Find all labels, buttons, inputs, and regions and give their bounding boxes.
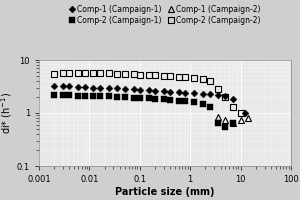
Comp-1 (Campaign-1) bbox=[147, 89, 151, 91]
Comp-2 (Campaign-1) bbox=[208, 106, 212, 108]
Comp-2 (Campaign-2) bbox=[123, 73, 126, 75]
Comp-2 (Campaign-2) bbox=[162, 75, 166, 77]
Comp-2 (Campaign-2) bbox=[83, 72, 86, 74]
Comp-2 (Campaign-2) bbox=[61, 71, 65, 74]
Comp-2 (Campaign-2) bbox=[115, 73, 119, 75]
Line: Comp-2 (Campaign-1): Comp-2 (Campaign-1) bbox=[51, 92, 236, 130]
Comp-2 (Campaign-1) bbox=[115, 96, 119, 98]
Comp-2 (Campaign-1) bbox=[123, 96, 126, 98]
Comp-2 (Campaign-1) bbox=[168, 99, 172, 101]
Comp-2 (Campaign-1) bbox=[132, 96, 135, 99]
Comp-2 (Campaign-1) bbox=[177, 100, 181, 102]
Line: Comp-1 (Campaign-2): Comp-1 (Campaign-2) bbox=[215, 114, 251, 126]
Comp-1 (Campaign-1) bbox=[192, 92, 196, 95]
Comp-1 (Campaign-2) bbox=[216, 116, 219, 118]
Comp-2 (Campaign-2) bbox=[147, 74, 151, 76]
Comp-2 (Campaign-1) bbox=[153, 98, 157, 100]
Comp-2 (Campaign-2) bbox=[52, 73, 56, 75]
Comp-2 (Campaign-1) bbox=[147, 97, 151, 99]
Comp-1 (Campaign-1) bbox=[138, 89, 142, 91]
Comp-2 (Campaign-2) bbox=[108, 72, 111, 75]
Comp-2 (Campaign-1) bbox=[61, 94, 65, 96]
Comp-1 (Campaign-1) bbox=[153, 89, 157, 92]
Comp-2 (Campaign-2) bbox=[216, 88, 219, 91]
Comp-1 (Campaign-2) bbox=[231, 122, 235, 124]
Comp-2 (Campaign-1) bbox=[138, 96, 142, 99]
Comp-2 (Campaign-2) bbox=[138, 73, 142, 76]
Comp-2 (Campaign-2) bbox=[153, 74, 157, 77]
Comp-2 (Campaign-1) bbox=[83, 95, 86, 97]
Comp-1 (Campaign-1) bbox=[243, 112, 246, 114]
Comp-1 (Campaign-1) bbox=[231, 98, 235, 101]
Comp-2 (Campaign-2) bbox=[132, 73, 135, 75]
Comp-2 (Campaign-2) bbox=[92, 72, 95, 74]
Comp-1 (Campaign-1) bbox=[98, 87, 101, 89]
Comp-1 (Campaign-1) bbox=[108, 87, 111, 90]
Y-axis label: di* (h$^{-1}$): di* (h$^{-1}$) bbox=[0, 92, 14, 134]
Line: Comp-2 (Campaign-2): Comp-2 (Campaign-2) bbox=[51, 70, 243, 116]
Comp-2 (Campaign-2) bbox=[231, 106, 235, 108]
Comp-1 (Campaign-1) bbox=[208, 93, 212, 95]
Comp-1 (Campaign-2) bbox=[246, 117, 250, 119]
Comp-2 (Campaign-2) bbox=[76, 72, 80, 74]
Comp-2 (Campaign-1) bbox=[192, 101, 196, 103]
Comp-1 (Campaign-1) bbox=[68, 85, 71, 87]
Comp-2 (Campaign-1) bbox=[184, 100, 187, 103]
Comp-1 (Campaign-2) bbox=[224, 118, 227, 121]
Comp-1 (Campaign-1) bbox=[132, 88, 135, 91]
Comp-1 (Campaign-1) bbox=[61, 84, 65, 87]
Comp-2 (Campaign-1) bbox=[76, 95, 80, 97]
X-axis label: Particle size (mm): Particle size (mm) bbox=[115, 187, 215, 197]
Comp-2 (Campaign-1) bbox=[52, 94, 56, 97]
Comp-1 (Campaign-1) bbox=[92, 87, 95, 89]
Line: Comp-1 (Campaign-1): Comp-1 (Campaign-1) bbox=[52, 83, 247, 115]
Comp-2 (Campaign-1) bbox=[68, 94, 71, 96]
Comp-2 (Campaign-2) bbox=[184, 76, 187, 79]
Comp-1 (Campaign-1) bbox=[162, 90, 166, 92]
Comp-2 (Campaign-1) bbox=[201, 102, 205, 105]
Legend: Comp-1 (Campaign-1), Comp-2 (Campaign-1), Comp-1 (Campaign-2), Comp-2 (Campaign-: Comp-1 (Campaign-1), Comp-2 (Campaign-1)… bbox=[69, 4, 261, 26]
Comp-2 (Campaign-1) bbox=[224, 126, 227, 128]
Comp-2 (Campaign-1) bbox=[108, 95, 111, 98]
Comp-1 (Campaign-1) bbox=[123, 88, 126, 90]
Comp-1 (Campaign-2) bbox=[239, 118, 242, 121]
Comp-2 (Campaign-2) bbox=[224, 96, 227, 98]
Comp-1 (Campaign-1) bbox=[83, 86, 86, 88]
Comp-1 (Campaign-1) bbox=[184, 92, 187, 94]
Comp-2 (Campaign-1) bbox=[98, 95, 101, 98]
Comp-1 (Campaign-1) bbox=[177, 91, 181, 93]
Comp-2 (Campaign-2) bbox=[98, 72, 101, 75]
Comp-2 (Campaign-2) bbox=[177, 76, 181, 78]
Comp-2 (Campaign-2) bbox=[68, 71, 71, 74]
Comp-2 (Campaign-2) bbox=[168, 75, 172, 78]
Comp-1 (Campaign-1) bbox=[168, 91, 172, 93]
Comp-2 (Campaign-1) bbox=[162, 98, 166, 101]
Comp-1 (Campaign-1) bbox=[201, 93, 205, 95]
Comp-1 (Campaign-1) bbox=[52, 85, 56, 87]
Comp-2 (Campaign-1) bbox=[231, 122, 235, 124]
Comp-2 (Campaign-2) bbox=[239, 112, 242, 114]
Comp-1 (Campaign-1) bbox=[216, 94, 219, 96]
Comp-2 (Campaign-1) bbox=[216, 122, 219, 124]
Comp-1 (Campaign-1) bbox=[115, 87, 119, 90]
Comp-2 (Campaign-2) bbox=[201, 78, 205, 81]
Comp-1 (Campaign-1) bbox=[76, 86, 80, 88]
Comp-2 (Campaign-2) bbox=[192, 77, 196, 80]
Comp-2 (Campaign-1) bbox=[92, 95, 95, 97]
Comp-1 (Campaign-1) bbox=[224, 95, 227, 97]
Comp-2 (Campaign-2) bbox=[208, 80, 212, 82]
